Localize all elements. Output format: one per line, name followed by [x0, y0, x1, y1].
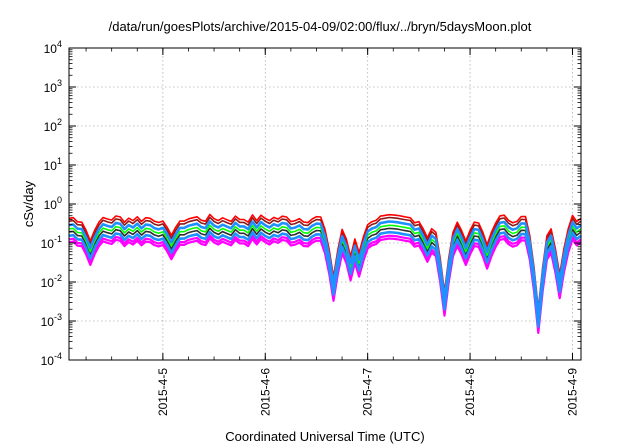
y-tick-label: 104	[44, 39, 62, 56]
y-tick-exponent: -1	[54, 234, 62, 244]
series-layer	[68, 213, 582, 334]
x-tick-label: 2015-4-7	[361, 368, 375, 416]
y-tick-base: 10	[44, 120, 58, 134]
y-tick-label: 100	[44, 195, 62, 212]
chart-title: /data/run/goesPlots/archive/2015-04-09/0…	[108, 19, 532, 34]
y-tick-base: 10	[41, 276, 55, 290]
y-tick-base: 10	[41, 237, 55, 251]
series-line-5	[68, 230, 582, 328]
y-tick-exponent: 3	[57, 78, 62, 88]
y-axis-label: cSv/day	[21, 180, 36, 227]
y-tick-base: 10	[44, 159, 58, 173]
y-tick-base: 10	[41, 354, 55, 368]
y-tick-base: 10	[44, 81, 58, 95]
x-tick-label: 2015-4-6	[258, 368, 272, 416]
y-tick-exponent: 1	[57, 156, 62, 166]
x-tick-label: 2015-4-9	[565, 368, 579, 416]
y-tick-exponent: -4	[54, 351, 62, 361]
x-axis-label: Coordinated Universal Time (UTC)	[225, 429, 424, 444]
y-tick-label: 10-2	[41, 273, 62, 290]
x-tick-labels: 2015-4-5 2015-4-6 2015-4-7 2015-4-8 2015-4-9	[156, 368, 580, 416]
x-tick-label: 2015-4-8	[463, 368, 477, 416]
y-tick-label: 102	[44, 117, 62, 134]
y-tick-label: 103	[44, 78, 62, 95]
y-tick-base: 10	[41, 315, 55, 329]
y-tick-exponent: 4	[57, 39, 62, 49]
y-tick-label: 10-1	[41, 234, 62, 251]
series-line-2	[68, 220, 582, 318]
y-tick-base: 10	[44, 42, 58, 56]
y-tick-label: 10-4	[41, 351, 62, 368]
y-tick-exponent: -3	[54, 312, 62, 322]
y-tick-exponent: -2	[54, 273, 62, 283]
y-tick-exponent: 0	[57, 195, 62, 205]
y-tick-label: 10-3	[41, 312, 62, 329]
grid-layer	[69, 48, 581, 360]
y-tick-exponent: 2	[57, 117, 62, 127]
y-tick-base: 10	[44, 198, 58, 212]
x-tick-label: 2015-4-5	[156, 368, 170, 416]
y-tick-label: 101	[44, 156, 62, 173]
tick-layer	[69, 47, 581, 361]
series-line-0	[68, 213, 582, 310]
